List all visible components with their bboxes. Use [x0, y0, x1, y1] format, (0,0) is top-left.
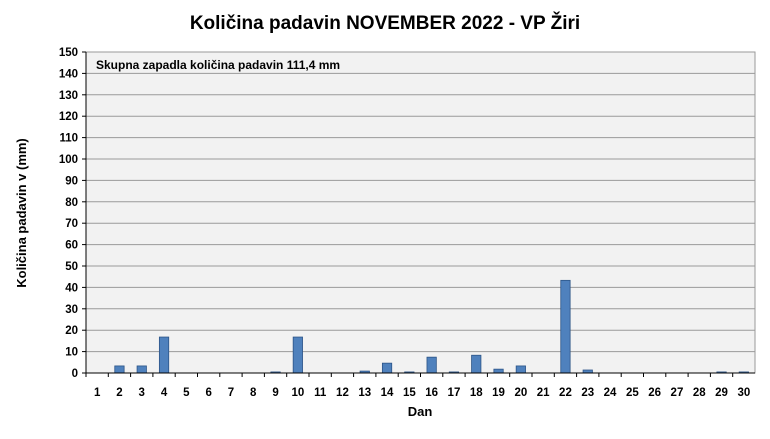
x-tick-label: 22	[559, 387, 572, 399]
x-tick-label: 17	[448, 387, 461, 399]
bar-day-2	[114, 365, 125, 374]
chart-title: Količina padavin NOVEMBER 2022 - VP Žiri	[190, 12, 580, 34]
y-tick-label: 140	[59, 68, 78, 80]
y-tick-label: 70	[65, 218, 78, 230]
y-tick-label: 60	[65, 240, 78, 252]
bar-day-4	[158, 336, 170, 374]
x-tick-label: 3	[139, 387, 145, 399]
x-tick-label: 9	[272, 387, 278, 399]
total-precipitation-note: Skupna zapadla količina padavin 111,4 mm	[96, 58, 340, 72]
x-tick-label: 28	[693, 387, 706, 399]
x-tick-label: 2	[116, 387, 122, 399]
y-tick-label: 110	[59, 133, 78, 145]
x-tick-label: 27	[671, 387, 684, 399]
x-tick-label: 7	[228, 387, 234, 399]
x-tick-label: 24	[604, 387, 617, 399]
x-axis-ticks: 1 2 3 4 5 6 7 8 9 10 11 12 13 14 15 16 17 18 19 20 21 22 23 24 2…	[85, 373, 750, 399]
y-tick-label: 90	[65, 175, 78, 187]
y-tick-label: 0	[72, 368, 78, 380]
bars	[114, 279, 749, 374]
x-tick-label: 15	[403, 387, 416, 399]
y-tick-label: 50	[65, 261, 78, 273]
x-tick-label: 16	[425, 387, 438, 399]
bar-day-19	[493, 368, 504, 374]
bar-day-14	[381, 362, 393, 374]
y-tick-label: 130	[59, 90, 78, 102]
x-tick-label: 23	[581, 387, 594, 399]
bar-day-20	[515, 365, 526, 374]
bar-day-16	[426, 356, 437, 374]
x-tick-label: 29	[715, 387, 728, 399]
x-tick-label: 1	[94, 387, 101, 399]
bar-day-18	[471, 354, 482, 374]
y-tick-label: 150	[59, 47, 78, 59]
bar-day-22	[560, 279, 571, 374]
y-tick-label: 30	[65, 304, 78, 316]
y-tick-label: 100	[59, 154, 78, 166]
y-tick-label: 80	[65, 197, 78, 209]
x-tick-label: 11	[314, 387, 327, 399]
x-tick-label: 14	[381, 387, 394, 399]
y-tick-label: 40	[65, 282, 78, 294]
bar-day-10	[292, 336, 303, 374]
bar-day-3	[136, 365, 147, 374]
x-tick-label: 25	[626, 387, 639, 399]
x-tick-label: 18	[470, 387, 483, 399]
x-axis-title: Dan	[408, 404, 433, 419]
y-tick-label: 120	[59, 111, 78, 123]
x-tick-label: 12	[336, 387, 349, 399]
gridlines	[86, 51, 755, 353]
x-tick-label: 4	[161, 387, 168, 399]
x-tick-label: 30	[737, 387, 750, 399]
x-tick-label: 20	[514, 387, 527, 399]
x-tick-label: 21	[537, 387, 550, 399]
x-tick-label: 26	[648, 387, 661, 399]
y-axis-title: Količina padavin v (mm)	[14, 138, 29, 288]
x-tick-label: 19	[492, 387, 505, 399]
y-tick-label: 10	[65, 347, 78, 359]
y-tick-label: 20	[65, 325, 78, 337]
x-tick-label: 8	[250, 387, 257, 399]
x-tick-label: 5	[183, 387, 190, 399]
plot-area	[85, 51, 756, 374]
x-tick-label: 6	[205, 387, 211, 399]
y-axis-ticks: 0 10 20 30 40 50 60 70 80 90 100 110 120 130 140 150	[59, 47, 86, 380]
x-tick-label: 13	[358, 387, 371, 399]
x-tick-label: 10	[291, 387, 304, 399]
